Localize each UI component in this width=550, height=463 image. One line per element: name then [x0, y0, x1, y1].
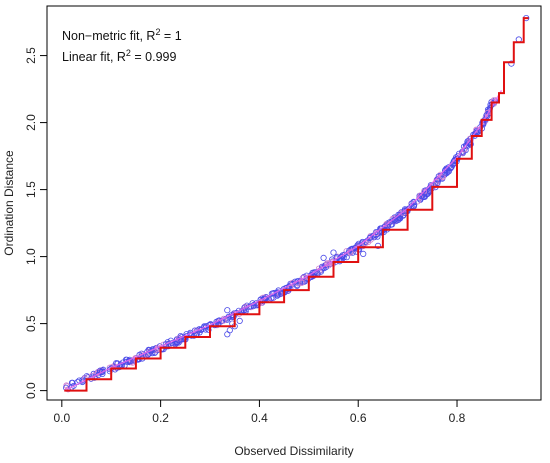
data-point — [483, 112, 490, 119]
data-point — [374, 242, 382, 249]
data-point — [330, 249, 337, 256]
data-point — [213, 322, 220, 329]
legend-nonmetric: Non−metric fit, R2 = 1 — [62, 27, 182, 43]
data-point — [386, 219, 393, 226]
data-point — [441, 167, 448, 174]
data-point — [268, 295, 275, 302]
data-point — [359, 238, 366, 245]
data-point — [68, 379, 75, 386]
x-tick-label: 0.6 — [350, 411, 367, 425]
data-point — [224, 307, 231, 314]
x-tick-label: 0.4 — [251, 411, 268, 425]
data-point — [378, 225, 385, 232]
data-point — [63, 382, 70, 389]
data-point — [367, 234, 374, 241]
y-tick-label: 0.0 — [24, 382, 38, 399]
data-point — [224, 331, 231, 338]
x-tick-label: 0.0 — [53, 411, 70, 425]
y-tick-label: 1.5 — [24, 181, 38, 198]
linear-fit-line — [63, 90, 503, 392]
x-axis: 0.0 0.2 0.4 0.6 0.8 — [53, 400, 466, 425]
data-points — [63, 15, 530, 393]
data-point — [326, 259, 333, 266]
nonmetric-step-fit — [64, 17, 529, 392]
data-point — [319, 263, 326, 270]
y-tick-label: 2.0 — [24, 114, 38, 131]
x-tick-label: 0.8 — [449, 411, 466, 425]
y-tick-label: 0.5 — [24, 315, 38, 332]
data-point — [341, 251, 348, 258]
y-axis-label: Ordination Distance — [2, 150, 16, 256]
fit-lines — [63, 17, 529, 392]
data-point — [508, 60, 515, 67]
legend: Non−metric fit, R2 = 1 Linear fit, R2 = … — [62, 27, 182, 64]
data-point — [360, 250, 367, 257]
data-point — [298, 279, 305, 286]
data-point — [373, 229, 380, 236]
data-point — [236, 317, 243, 324]
data-point — [226, 327, 233, 334]
data-point — [398, 209, 405, 216]
data-point — [190, 332, 197, 339]
plot-frame — [46, 5, 542, 401]
data-point — [435, 173, 442, 180]
data-point — [275, 291, 282, 298]
y-tick-label: 1.0 — [24, 248, 38, 265]
data-point — [434, 176, 441, 183]
data-point — [410, 198, 417, 205]
legend-linear: Linear fit, R2 = 0.999 — [62, 48, 177, 64]
data-point — [421, 193, 428, 200]
data-point — [425, 187, 432, 194]
y-axis: 0.0 0.5 1.0 1.5 2.0 2.5 — [24, 47, 47, 399]
data-point — [427, 182, 434, 189]
data-point — [320, 254, 327, 261]
data-point — [395, 216, 402, 223]
data-point — [447, 165, 454, 172]
x-tick-label: 0.2 — [152, 411, 169, 425]
x-axis-label: Observed Dissimilarity — [234, 444, 353, 458]
data-point — [448, 163, 455, 170]
data-point — [459, 148, 466, 155]
data-point — [405, 205, 412, 212]
y-tick-label: 2.5 — [24, 47, 38, 64]
data-point — [194, 327, 201, 334]
data-point — [300, 274, 307, 281]
